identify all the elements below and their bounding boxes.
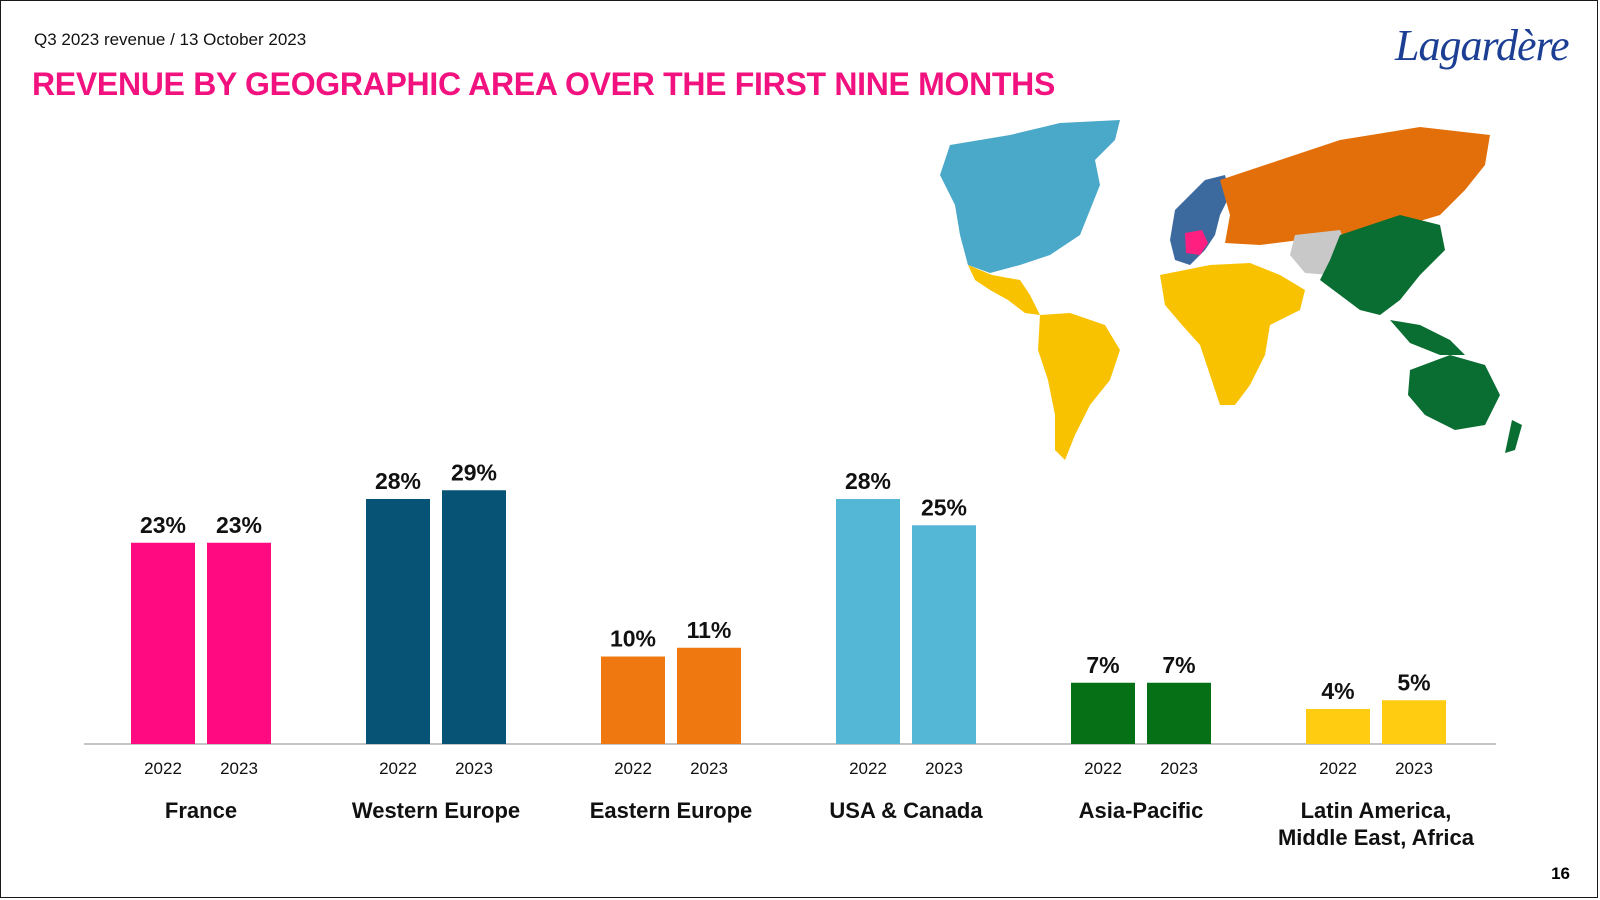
map-central-america <box>968 265 1040 315</box>
bar-5-2022 <box>1306 709 1370 744</box>
bar-4-2022 <box>1071 682 1135 744</box>
bar-3-2023 <box>912 525 976 744</box>
data-label: 28% <box>375 468 421 494</box>
data-label: 28% <box>845 468 891 494</box>
page-number: 16 <box>1551 864 1570 883</box>
year-tick-label: 2022 <box>144 759 182 778</box>
year-tick-label: 2022 <box>1319 759 1357 778</box>
bar-3-2022 <box>836 499 900 744</box>
bar-1-2023 <box>442 490 506 744</box>
bar-5-2023 <box>1382 700 1446 744</box>
year-tick-label: 2023 <box>455 759 493 778</box>
category-label: Western Europe <box>352 798 520 823</box>
bar-2-2022 <box>601 656 665 744</box>
bar-4-2023 <box>1147 682 1211 744</box>
data-label: 23% <box>216 512 262 538</box>
world-map-icon <box>940 120 1522 460</box>
year-tick-label: 2023 <box>1160 759 1198 778</box>
year-tick-label: 2022 <box>379 759 417 778</box>
category-label: Eastern Europe <box>590 798 753 823</box>
year-tick-label: 2023 <box>220 759 258 778</box>
year-tick-label: 2022 <box>849 759 887 778</box>
slide-title: REVENUE BY GEOGRAPHIC AREA OVER THE FIRS… <box>32 66 1056 102</box>
map-france <box>1185 230 1208 255</box>
bar-1-2022 <box>366 499 430 744</box>
map-russia-eastern-europe <box>1220 127 1490 245</box>
data-label: 29% <box>451 459 497 485</box>
data-label: 5% <box>1397 669 1430 695</box>
map-north-america <box>940 120 1120 273</box>
category-label: France <box>165 798 237 823</box>
map-southeast-asia <box>1390 320 1465 355</box>
data-label: 4% <box>1321 678 1354 704</box>
bar-0-2022 <box>131 542 195 744</box>
data-label: 7% <box>1162 652 1195 678</box>
year-tick-label: 2022 <box>1084 759 1122 778</box>
category-label: Middle East, Africa <box>1278 825 1475 850</box>
category-label: Latin America, <box>1301 798 1452 823</box>
slide-subtitle: Q3 2023 revenue / 13 October 2023 <box>34 30 307 49</box>
data-label: 11% <box>687 617 732 643</box>
map-new-zealand <box>1505 420 1522 453</box>
year-tick-label: 2022 <box>614 759 652 778</box>
year-tick-label: 2023 <box>690 759 728 778</box>
data-label: 23% <box>140 512 186 538</box>
year-tick-label: 2023 <box>1395 759 1433 778</box>
map-south-america <box>1038 313 1120 460</box>
lagardere-logo: Lagardère <box>1395 21 1570 70</box>
map-australia <box>1408 355 1500 430</box>
map-africa-middle-east <box>1160 263 1305 405</box>
data-label: 25% <box>921 494 967 520</box>
map-asia-pacific <box>1320 215 1445 315</box>
data-label: 7% <box>1086 652 1119 678</box>
map-western-europe <box>1170 175 1230 265</box>
bar-0-2023 <box>207 542 271 744</box>
year-tick-label: 2023 <box>925 759 963 778</box>
category-label: Asia-Pacific <box>1079 798 1204 823</box>
data-label: 10% <box>610 626 656 652</box>
bar-2-2023 <box>677 647 741 744</box>
category-label: USA & Canada <box>829 798 983 823</box>
